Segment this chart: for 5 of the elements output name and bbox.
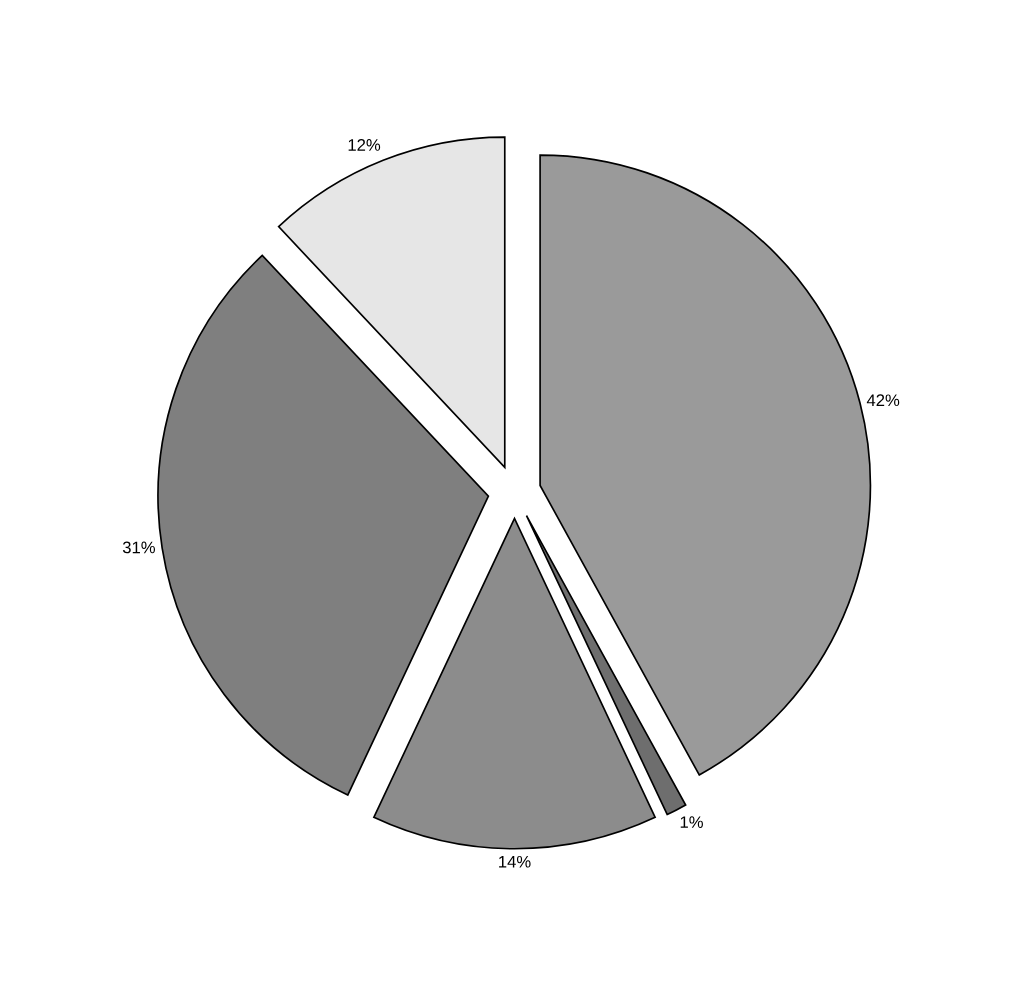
data-label: 14% [499,855,531,868]
data-label: 12% [348,139,381,151]
data-label: 42% [866,394,900,407]
data-label: 1% [680,816,703,828]
data-label: 31% [122,541,155,554]
